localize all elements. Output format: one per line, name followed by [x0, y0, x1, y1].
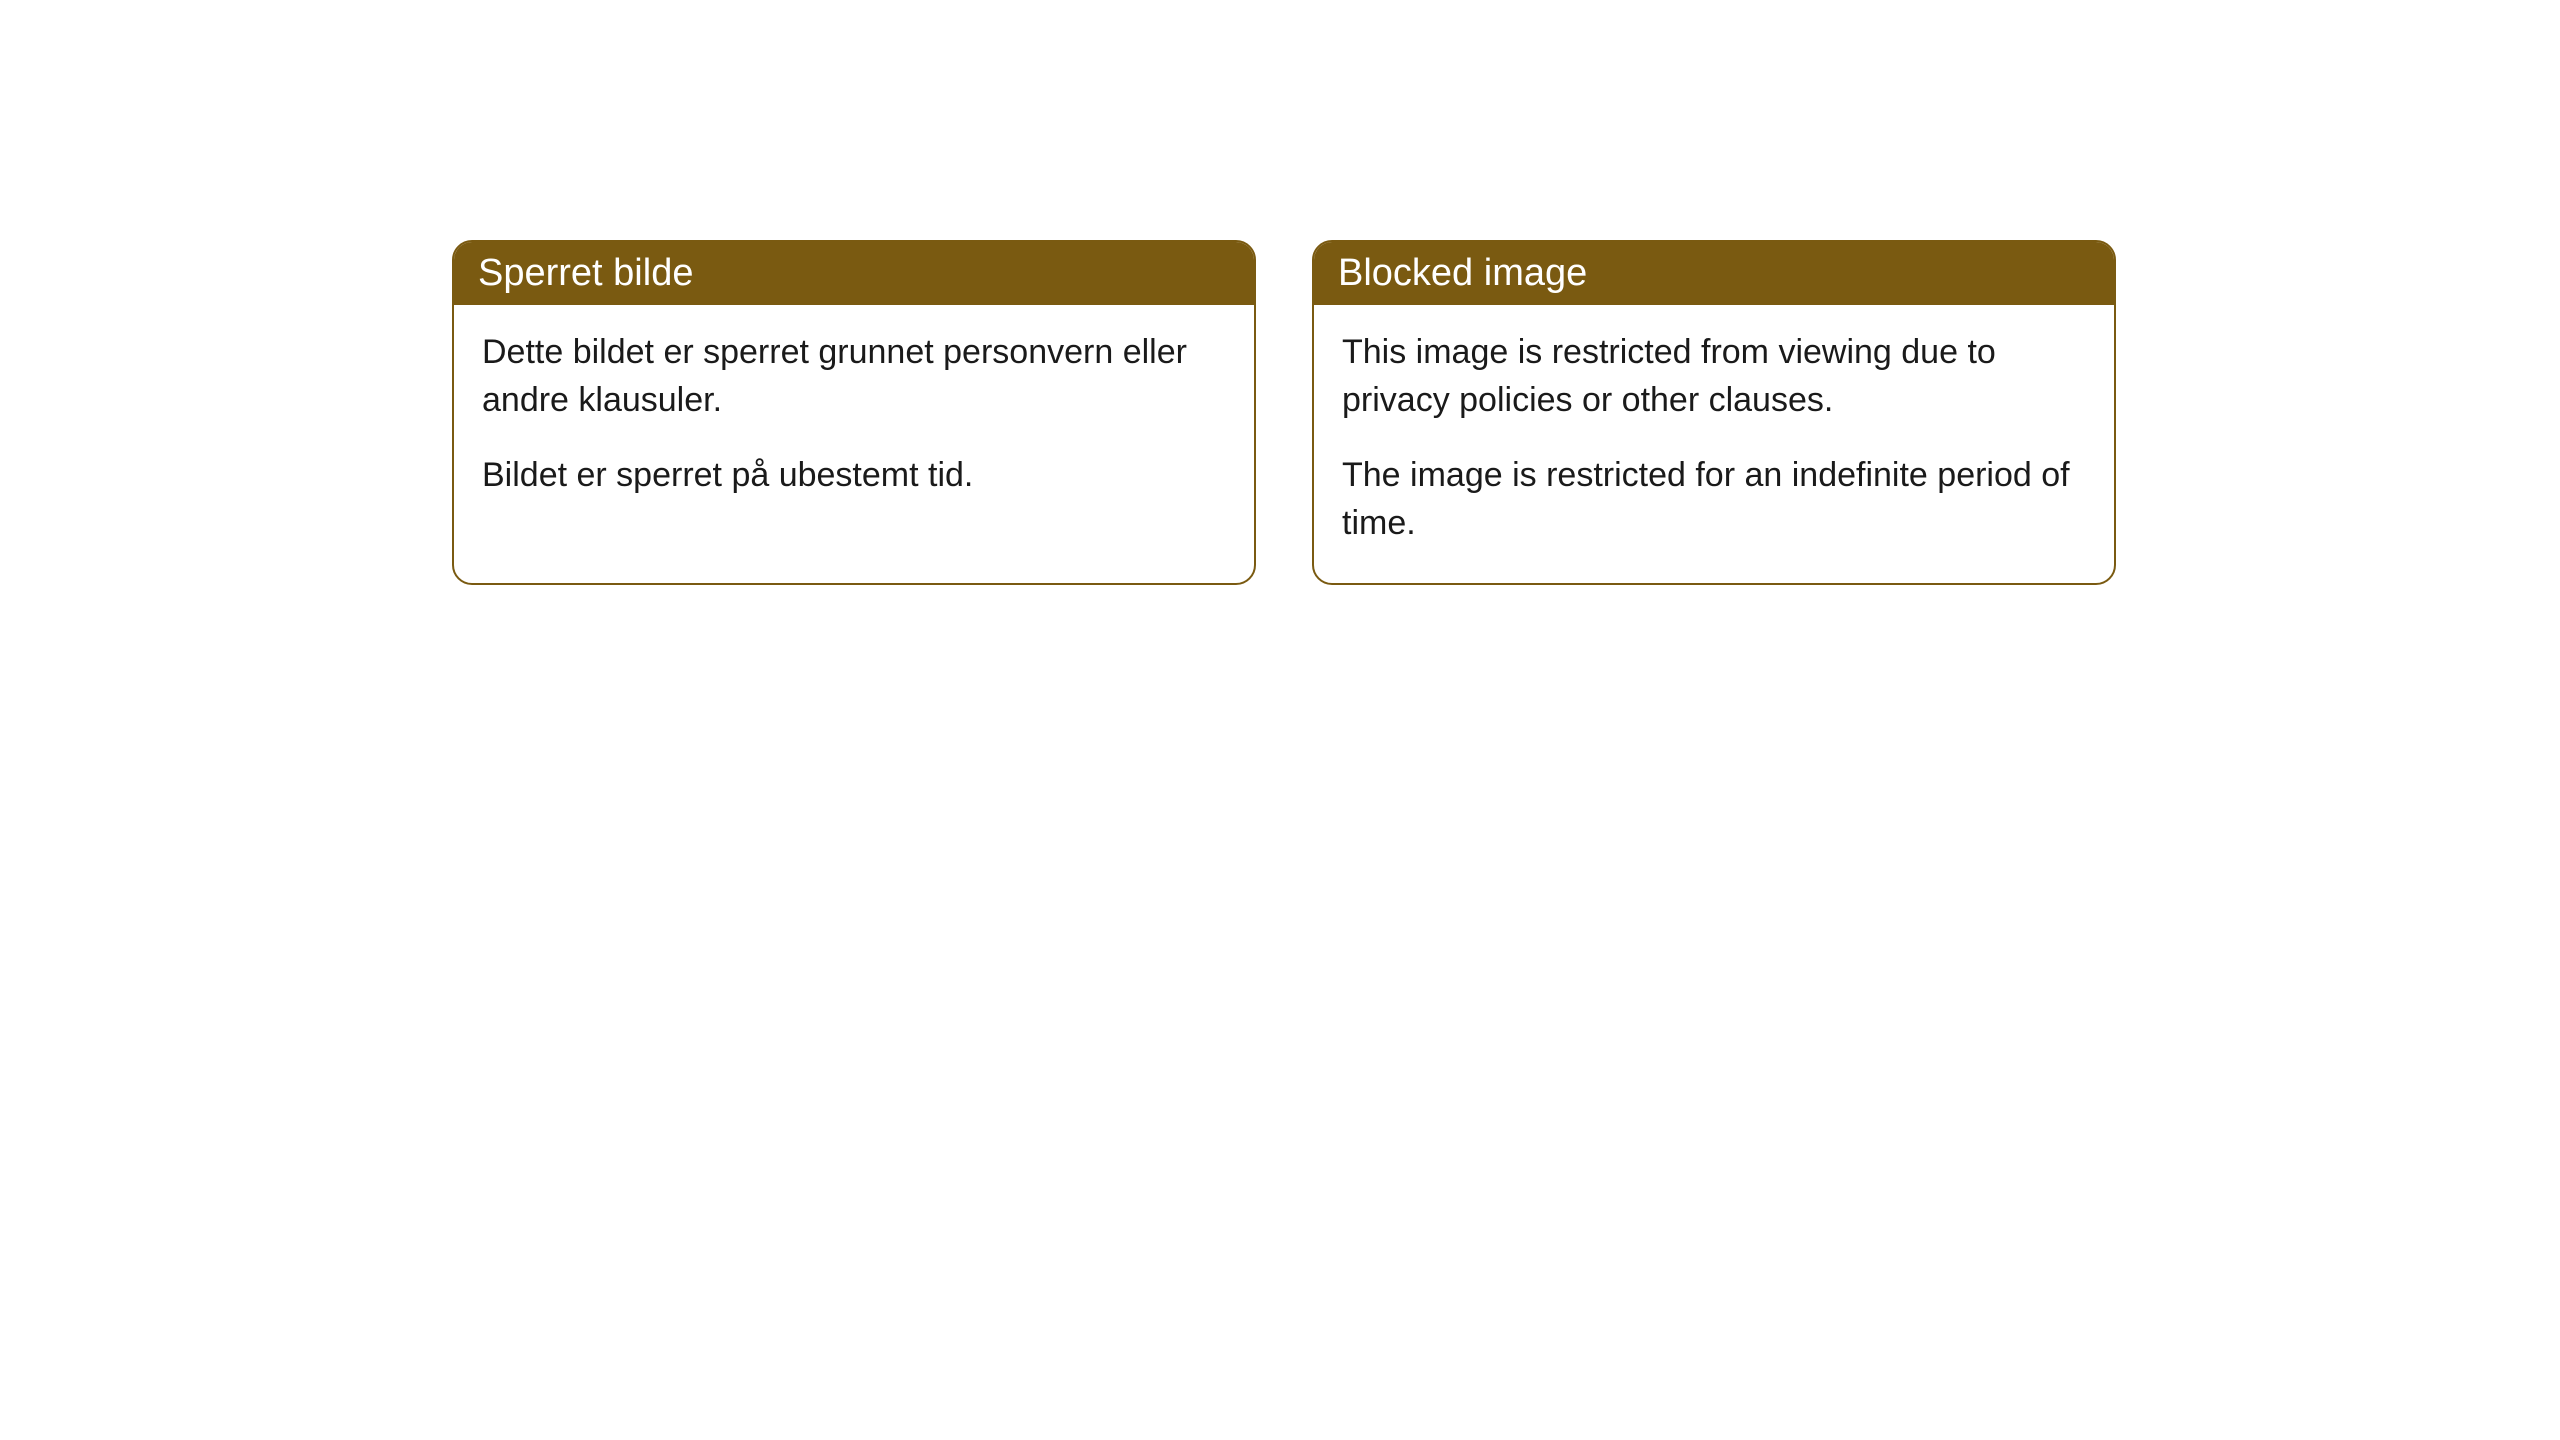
notice-body: Dette bildet er sperret grunnet personve… [454, 305, 1254, 536]
notice-paragraph-2: The image is restricted for an indefinit… [1342, 452, 2086, 547]
notice-header: Sperret bilde [454, 242, 1254, 305]
notice-card-english: Blocked image This image is restricted f… [1312, 240, 2116, 585]
notice-body: This image is restricted from viewing du… [1314, 305, 2114, 583]
notice-paragraph-2: Bildet er sperret på ubestemt tid. [482, 452, 1226, 500]
notice-title: Blocked image [1338, 252, 1587, 294]
notice-title: Sperret bilde [478, 252, 693, 294]
notice-card-norwegian: Sperret bilde Dette bildet er sperret gr… [452, 240, 1256, 585]
notice-paragraph-1: Dette bildet er sperret grunnet personve… [482, 329, 1226, 424]
notice-container: Sperret bilde Dette bildet er sperret gr… [452, 240, 2116, 585]
notice-paragraph-1: This image is restricted from viewing du… [1342, 329, 2086, 424]
notice-header: Blocked image [1314, 242, 2114, 305]
